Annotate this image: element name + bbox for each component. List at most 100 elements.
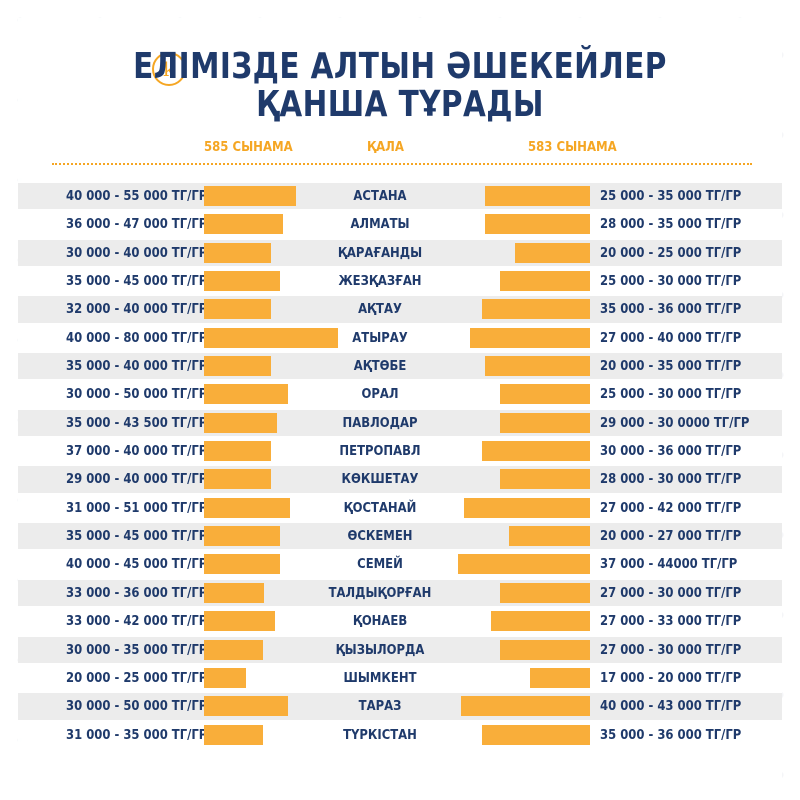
bar-583 <box>485 214 590 235</box>
table-row: 40 000 - 80 000 ТГ/ГР АТЫРАУ 27 000 - 40 0… <box>18 324 782 352</box>
city-label: ШЫМКЕНТ <box>343 669 417 686</box>
city-label: АТЫРАУ <box>352 329 408 346</box>
price-585-label: 40 000 - 45 000 ТГ/ГР <box>66 556 208 573</box>
price-583-label: 27 000 - 33 000 ТГ/ГР <box>600 613 742 630</box>
city-label: ҚОНАЕВ <box>352 613 408 630</box>
table-row: 29 000 - 40 000 ТГ/ГР КӨКШЕТАУ 28 000 - 30… <box>18 465 782 494</box>
bar-583 <box>485 186 590 206</box>
column-header-585: 585 СЫНАМА <box>204 140 293 155</box>
bar-585 <box>204 327 339 348</box>
bar-585 <box>204 497 290 518</box>
price-585-label: 30 000 - 35 000 ТГ/ГР <box>66 641 208 658</box>
price-583-label: 30 000 - 36 000 ТГ/ГР <box>600 443 742 460</box>
price-table: 40 000 - 55 000 ТГ/ГР АСТАНА 25 000 - 35 0… <box>18 182 782 749</box>
price-583-label: 28 000 - 35 000 ТГ/ГР <box>600 216 742 233</box>
city-label: КӨКШЕТАУ <box>341 471 419 488</box>
price-583-label: 29 000 - 30 0000 ТГ/ГР <box>600 414 750 431</box>
bar-583 <box>482 724 590 745</box>
price-585-label: 30 000 - 50 000 ТГ/ГР <box>66 386 208 403</box>
bar-583 <box>458 554 590 575</box>
table-row: 32 000 - 40 000 ТГ/ГР АҚТАУ 35 000 - 36 00… <box>18 295 782 324</box>
table-row: 35 000 - 40 000 ТГ/ГР АҚТӨБЕ 20 000 - 35 0… <box>18 352 782 380</box>
bar-583 <box>530 667 590 688</box>
bar-585 <box>204 667 246 688</box>
price-583-label: 27 000 - 40 000 ТГ/ГР <box>600 329 742 346</box>
price-583-label: 20 000 - 35 000 ТГ/ГР <box>600 358 742 375</box>
price-585-label: 30 000 - 40 000 ТГ/ГР <box>66 244 208 261</box>
bar-583 <box>500 384 590 405</box>
bar-583 <box>500 469 590 490</box>
bar-585 <box>204 412 278 433</box>
city-label: ТАРАЗ <box>358 698 402 715</box>
bar-585 <box>204 441 272 462</box>
city-label: ҚОСТАНАЙ <box>343 499 417 516</box>
price-585-label: 35 000 - 45 000 ТГ/ГР <box>66 273 208 290</box>
title-line-1: ЕЛІМІЗДЕ АЛТЫН ӘШЕКЕЙЛЕР <box>133 46 667 87</box>
bar-583 <box>500 412 590 433</box>
bar-585 <box>204 469 272 490</box>
city-label: АҚТӨБЕ <box>353 358 407 375</box>
bar-583 <box>482 441 590 462</box>
column-header-583: 583 СЫНАМА <box>528 140 617 155</box>
price-583-label: 27 000 - 42 000 ТГ/ГР <box>600 499 742 516</box>
bar-585 <box>204 271 280 292</box>
city-label: ЖЕЗҚАЗҒАН <box>338 273 422 290</box>
bar-583 <box>470 327 590 348</box>
bar-585 <box>204 214 283 235</box>
price-585-label: 40 000 - 80 000 ТГ/ГР <box>66 329 208 346</box>
bar-583 <box>491 611 590 632</box>
table-row: 35 000 - 45 000 ТГ/ГР ЖЕЗҚАЗҒАН 25 000 - 3… <box>18 267 782 295</box>
bar-585 <box>204 299 272 320</box>
city-label: АЛМАТЫ <box>350 216 410 233</box>
bar-583 <box>509 526 590 547</box>
bar-583 <box>482 299 590 320</box>
price-585-label: 36 000 - 47 000 ТГ/ГР <box>66 216 208 233</box>
price-585-label: 30 000 - 50 000 ТГ/ГР <box>66 698 208 715</box>
price-585-label: 32 000 - 40 000 ТГ/ГР <box>66 301 208 318</box>
city-label: ТАЛДЫҚОРҒАН <box>328 584 432 601</box>
bar-583 <box>485 356 590 377</box>
bar-585 <box>204 554 280 575</box>
kaz-logo-icon: k <box>152 52 186 86</box>
price-583-label: 35 000 - 36 000 ТГ/ГР <box>600 726 742 743</box>
price-583-label: 17 000 - 20 000 ТГ/ГР <box>600 669 742 686</box>
city-label: ПЕТРОПАВЛ <box>339 443 421 460</box>
price-583-label: 25 000 - 30 000 ТГ/ГР <box>600 386 742 403</box>
price-583-label: 27 000 - 30 000 ТГ/ГР <box>600 584 742 601</box>
price-583-label: 20 000 - 27 000 ТГ/ГР <box>600 528 742 545</box>
table-row: 33 000 - 42 000 ТГ/ГР ҚОНАЕВ 27 000 - 33 0… <box>18 607 782 635</box>
title-line-2: ҚАНША ТҰРАДЫ <box>256 84 544 125</box>
city-label: СЕМЕЙ <box>357 556 403 573</box>
price-583-label: 25 000 - 30 000 ТГ/ГР <box>600 273 742 290</box>
price-583-label: 35 000 - 36 000 ТГ/ГР <box>600 301 742 318</box>
price-583-label: 20 000 - 25 000 ТГ/ГР <box>600 244 742 261</box>
bar-585 <box>204 186 297 206</box>
table-row: 30 000 - 40 000 ТГ/ГР ҚАРАҒАНДЫ 20 000 - 2… <box>18 239 782 267</box>
price-585-label: 35 000 - 43 500 ТГ/ГР <box>66 414 208 431</box>
bar-583 <box>461 696 590 717</box>
table-row: 36 000 - 47 000 ТГ/ГР АЛМАТЫ 28 000 - 35 0… <box>18 210 782 238</box>
city-label: ҚАРАҒАНДЫ <box>337 244 423 261</box>
bar-585 <box>204 611 275 632</box>
table-row: 35 000 - 43 500 ТГ/ГР ПАВЛОДАР 29 000 - 30… <box>18 409 782 437</box>
price-585-label: 35 000 - 45 000 ТГ/ГР <box>66 528 208 545</box>
price-585-label: 35 000 - 40 000 ТГ/ГР <box>66 358 208 375</box>
city-label: АҚТАУ <box>358 301 402 318</box>
price-585-label: 33 000 - 36 000 ТГ/ГР <box>66 584 208 601</box>
bar-585 <box>204 356 272 377</box>
city-label: ПАВЛОДАР <box>342 414 418 431</box>
table-row: 40 000 - 45 000 ТГ/ГР СЕМЕЙ 37 000 - 44000… <box>18 550 782 578</box>
bar-585 <box>204 526 280 547</box>
bar-585 <box>204 242 272 263</box>
table-row: 31 000 - 51 000 ТГ/ГР ҚОСТАНАЙ 27 000 - 42… <box>18 494 782 522</box>
city-label: ТҮРКІСТАН <box>343 726 417 743</box>
price-583-label: 40 000 - 43 000 ТГ/ГР <box>600 698 742 715</box>
price-583-label: 25 000 - 35 000 ТГ/ГР <box>600 188 742 204</box>
dotted-divider <box>52 163 752 165</box>
table-row: 40 000 - 55 000 ТГ/ГР АСТАНА 25 000 - 35 0… <box>18 182 782 210</box>
bar-585 <box>204 724 263 745</box>
table-row: 35 000 - 45 000 ТГ/ГР ӨСКЕМЕН 20 000 - 27 … <box>18 522 782 550</box>
column-header-city: ҚАЛА <box>367 140 404 155</box>
table-row: 30 000 - 50 000 ТГ/ГР ТАРАЗ 40 000 - 43 00… <box>18 692 782 720</box>
price-583-label: 37 000 - 44000 ТГ/ГР <box>600 556 738 573</box>
